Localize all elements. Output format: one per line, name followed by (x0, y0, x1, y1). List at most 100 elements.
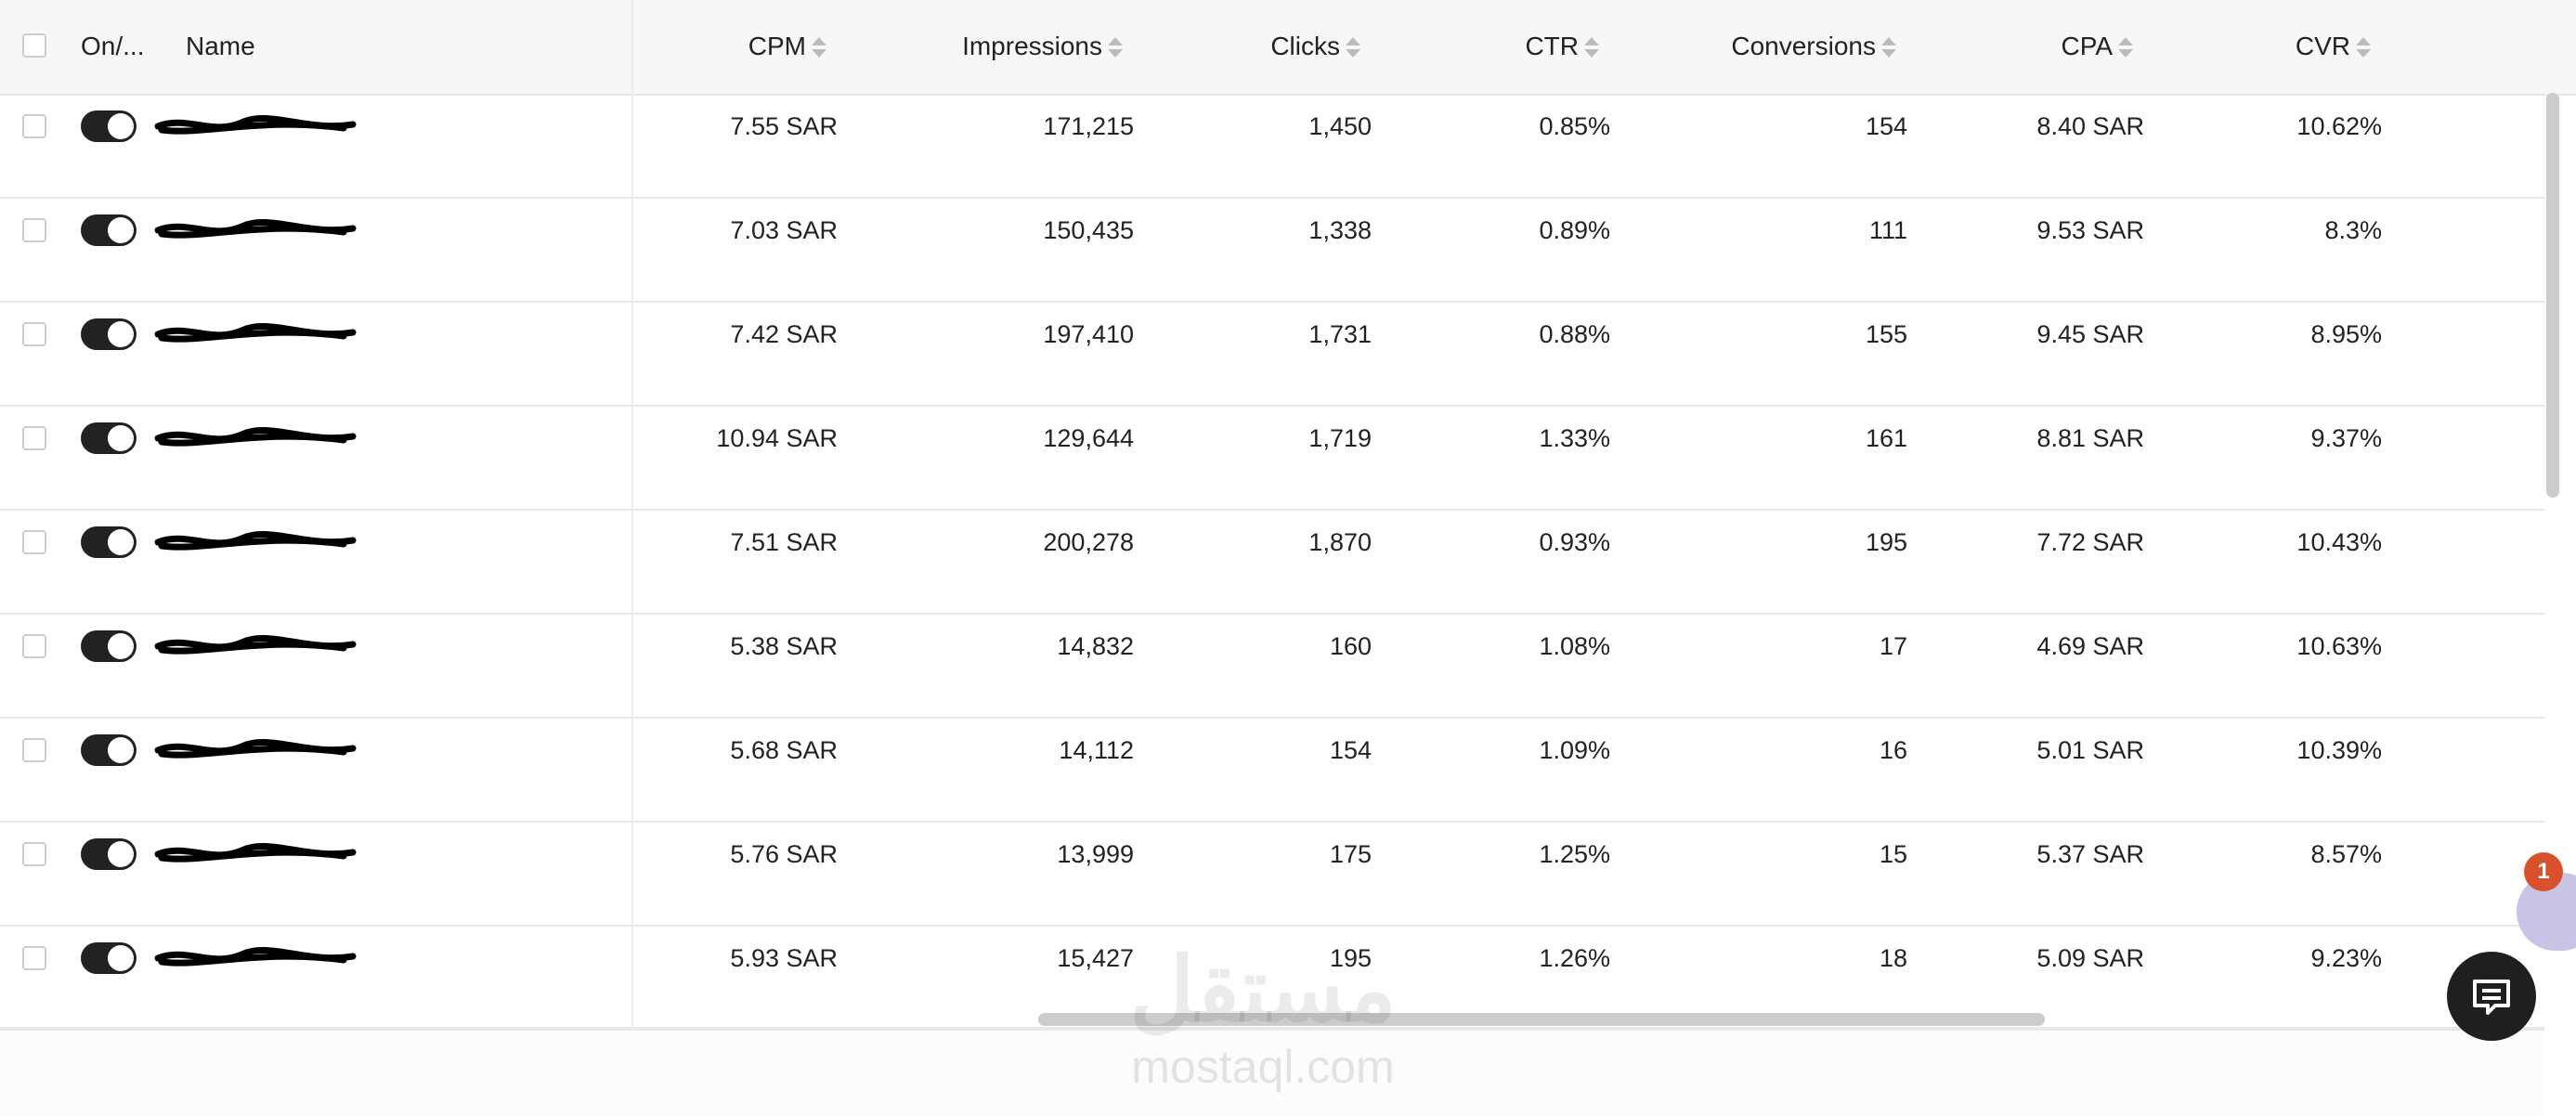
cell-value: 1,731 (1308, 320, 1372, 348)
column-header[interactable]: CVR (2295, 32, 2350, 60)
cell-value: 150,435 (1043, 216, 1134, 244)
column-header[interactable]: Conversions (1731, 32, 1876, 60)
cell-value: 1,719 (1308, 424, 1372, 452)
column-header[interactable]: CTR (1525, 32, 1579, 60)
row-toggle[interactable] (81, 318, 137, 350)
row-toggle[interactable] (81, 838, 137, 870)
cell-value: 5.38 SAR (730, 632, 838, 660)
row-divider (0, 405, 2544, 407)
cell-value: 154 (1329, 736, 1372, 764)
cell-value: 9.23% (2310, 944, 2382, 972)
watermark: mostaql.com (1131, 1041, 1395, 1093)
cell-value: 8.57% (2310, 840, 2382, 868)
support-icon (2473, 980, 2510, 1015)
cell-value: 1,338 (1308, 216, 1372, 244)
cell-value: 9.45 SAR (2036, 320, 2144, 348)
row-checkbox[interactable] (22, 738, 46, 762)
redacted-name (149, 420, 362, 457)
cell-value: 16 (1879, 736, 1907, 764)
sort-icon (1584, 49, 1599, 58)
cell-value: 195 (1865, 528, 1907, 556)
cell-value: 200,278 (1043, 528, 1134, 556)
cell-value: 10.43% (2296, 528, 2382, 556)
row-divider (0, 197, 2544, 199)
column-header[interactable]: Impressions (962, 32, 1102, 60)
sort-icon (1881, 49, 1896, 58)
cell-value: 1,450 (1308, 112, 1372, 140)
cell-value: 175 (1329, 840, 1372, 868)
cell-value: 8.3% (2324, 216, 2382, 244)
row-checkbox[interactable] (22, 218, 46, 242)
sort-icon (812, 49, 826, 58)
cell-value: 160 (1329, 632, 1372, 660)
row-checkbox[interactable] (22, 322, 46, 346)
row-toggle[interactable] (81, 526, 137, 558)
cell-value: 5.93 SAR (730, 944, 838, 972)
cell-value: 1.26% (1539, 944, 1610, 972)
select-all-checkbox[interactable] (22, 33, 46, 58)
cell-value: 7.42 SAR (730, 320, 838, 348)
cell-value: 5.09 SAR (2036, 944, 2144, 972)
cell-value: 18 (1879, 944, 1907, 972)
row-checkbox[interactable] (22, 946, 46, 970)
cell-value: 15 (1879, 840, 1907, 868)
row-toggle[interactable] (81, 110, 137, 142)
cell-value: 1.09% (1539, 736, 1610, 764)
row-divider (0, 925, 2544, 927)
cell-value: 14,832 (1057, 632, 1134, 660)
column-header[interactable]: CPA (2061, 32, 2114, 60)
row-toggle[interactable] (81, 942, 137, 974)
redacted-name (149, 628, 362, 665)
row-divider (0, 301, 2544, 303)
row-toggle[interactable] (81, 734, 137, 766)
redacted-name (149, 524, 362, 561)
sort-icon (1108, 49, 1123, 58)
row-toggle[interactable] (81, 422, 137, 454)
row-divider (0, 821, 2544, 823)
column-header[interactable]: CPM (748, 32, 806, 60)
cell-value: 195 (1329, 944, 1372, 972)
row-divider (0, 1029, 2544, 1031)
vertical-scrollbar[interactable] (2546, 93, 2559, 498)
support-button[interactable] (2447, 952, 2536, 1041)
cell-value: 7.55 SAR (730, 112, 838, 140)
cell-value: 1.33% (1539, 424, 1610, 452)
cell-value: 10.39% (2296, 736, 2382, 764)
row-toggle[interactable] (81, 630, 137, 662)
redacted-name (149, 940, 362, 977)
cell-value: 1.25% (1539, 840, 1610, 868)
cell-value: 9.37% (2310, 424, 2382, 452)
cell-value: 0.93% (1539, 528, 1610, 556)
horizontal-scrollbar[interactable] (1038, 1013, 2045, 1026)
cell-value: 171,215 (1043, 112, 1134, 140)
column-header[interactable]: Clicks (1270, 32, 1340, 60)
redacted-name (149, 212, 362, 249)
table-header (0, 0, 2576, 96)
row-divider (0, 509, 2544, 511)
cell-value: 0.85% (1539, 112, 1610, 140)
sort-icon (2118, 37, 2133, 45)
sort-icon (1108, 37, 1123, 45)
watermark: مستقل (1129, 941, 1397, 1040)
sort-icon (1881, 37, 1896, 45)
sort-icon (812, 37, 826, 45)
cell-value: 7.51 SAR (730, 528, 838, 556)
sort-icon (2356, 49, 2371, 58)
cell-value: 14,112 (1059, 736, 1134, 764)
row-checkbox[interactable] (22, 842, 46, 866)
cell-value: 5.76 SAR (730, 840, 838, 868)
row-toggle[interactable] (81, 214, 137, 246)
redacted-name (149, 108, 362, 145)
row-divider (0, 717, 2544, 719)
cell-value: 154 (1865, 112, 1907, 140)
row-checkbox[interactable] (22, 426, 46, 450)
sort-icon (1346, 37, 1360, 45)
cell-value: 155 (1865, 320, 1907, 348)
row-checkbox[interactable] (22, 530, 46, 554)
row-checkbox[interactable] (22, 634, 46, 658)
row-checkbox[interactable] (22, 114, 46, 138)
toggle-header: On/... (81, 32, 145, 60)
cell-value: 1.08% (1539, 632, 1610, 660)
cell-value: 8.81 SAR (2036, 424, 2144, 452)
